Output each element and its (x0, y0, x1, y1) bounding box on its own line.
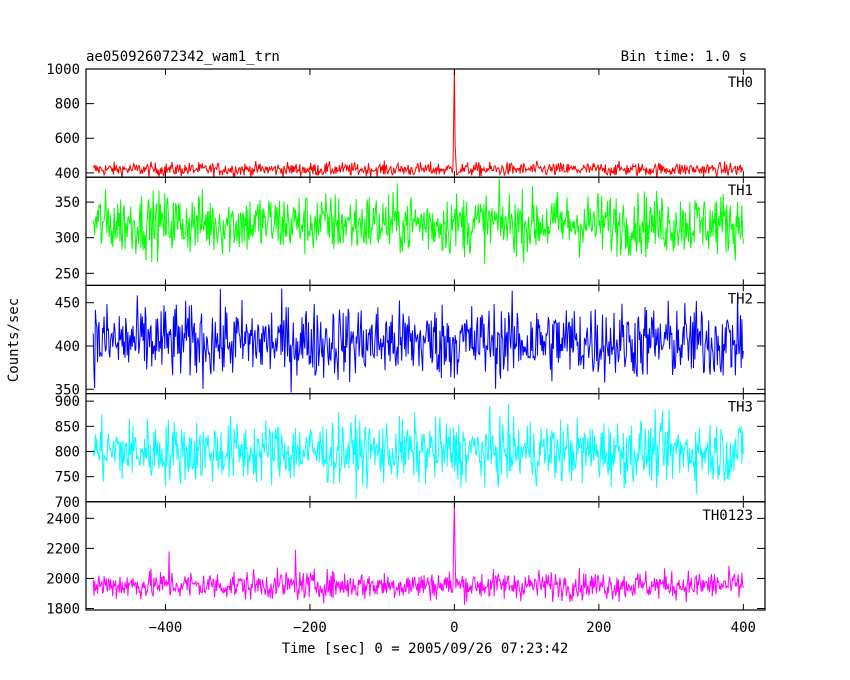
y-tick-label: 800 (55, 444, 80, 460)
y-tick-label: 250 (55, 266, 80, 282)
series-line-th0 (92, 69, 744, 178)
y-tick-label: 300 (55, 231, 80, 247)
bin-time-label: Bin time: 1.0 s (621, 49, 747, 65)
series-line-th0123 (92, 501, 744, 605)
x-tick-label: 200 (586, 620, 611, 636)
panel-frame-th0 (85, 68, 766, 178)
y-tick-label: 400 (55, 339, 80, 355)
y-tick-label: 800 (55, 97, 80, 113)
y-tick-label: 850 (55, 419, 80, 435)
y-tick-label: 400 (55, 166, 80, 182)
panel-frame-th0123 (85, 501, 766, 611)
y-tick-label: 1000 (46, 62, 80, 78)
x-tick-label: −400 (149, 620, 183, 636)
chart-title: ae050926072342_wam1_trn (86, 49, 280, 65)
panels-group: 400 600 800 1000 TH0 250 300 350 TH1 350 400 450 TH2… (46, 62, 766, 636)
y-tick-label: 600 (55, 131, 80, 147)
y-tick-label: 350 (55, 195, 80, 211)
y-axis-label: Counts/sec (6, 298, 22, 382)
panel-label-th0123: TH0123 (702, 508, 753, 524)
x-tick-label: 400 (731, 620, 756, 636)
y-tick-label: 1800 (46, 601, 80, 617)
panel-label-th1: TH1 (728, 183, 753, 199)
y-tick-label: 900 (55, 394, 80, 410)
x-axis-label: Time [sec] 0 = 2005/09/26 07:23:42 (282, 641, 569, 657)
series-line-th2 (92, 288, 744, 393)
y-tick-label: 2400 (46, 511, 80, 527)
panel-label-th2: TH2 (728, 291, 753, 307)
y-tick-label: 750 (55, 470, 80, 486)
x-tick-label: 0 (450, 620, 458, 636)
y-tick-label: 350 (55, 382, 80, 398)
y-tick-label: 2200 (46, 541, 80, 557)
y-tick-label: 2000 (46, 571, 80, 587)
x-tick-label: −200 (293, 620, 327, 636)
series-line-th1 (92, 178, 744, 265)
panel-label-th3: TH3 (728, 400, 753, 416)
y-tick-label: 450 (55, 296, 80, 312)
series-line-th3 (92, 404, 744, 500)
panel-label-th0: TH0 (728, 75, 753, 91)
y-tick-label: 700 (55, 495, 80, 511)
